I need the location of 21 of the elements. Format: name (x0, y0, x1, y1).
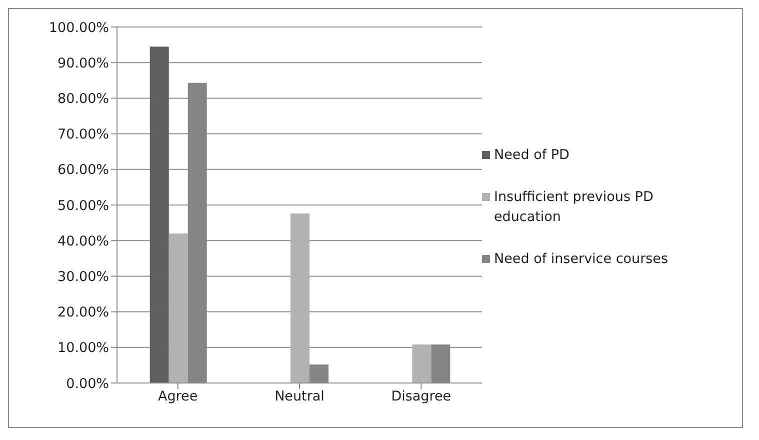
y-tick-label: 50.00% (58, 198, 110, 214)
y-tick-label: 70.00% (58, 126, 110, 143)
legend-label: Insufficient previous PD education (494, 188, 654, 227)
x-tick-label: Neutral (274, 388, 324, 405)
y-tick-label: 10.00% (58, 340, 110, 356)
y-tick-label: 100.00% (48, 20, 110, 36)
bar (412, 344, 432, 383)
y-tick-label: 40.00% (58, 233, 110, 250)
y-tick-label: 0.00% (66, 376, 110, 392)
x-tick-label: Agree (158, 388, 198, 405)
bar (168, 233, 188, 383)
y-tick-label: 20.00% (58, 304, 110, 321)
legend-label: Need of PD (494, 146, 570, 165)
bar (150, 46, 169, 383)
x-tick-label: Disagree (391, 388, 452, 405)
y-tick-label: 90.00% (58, 55, 110, 72)
y-tick-label: 80.00% (58, 90, 110, 107)
legend-label: Need of inservice courses (494, 250, 668, 269)
y-tick-label: 60.00% (58, 162, 110, 178)
bar (290, 214, 310, 383)
y-tick-label: 30.00% (58, 268, 110, 285)
